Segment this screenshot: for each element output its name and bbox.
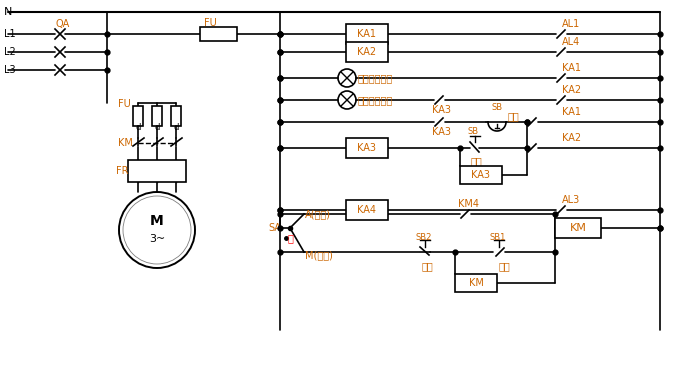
Text: KM: KM	[468, 278, 483, 288]
Bar	[346, 200, 388, 220]
Text: SB2: SB2	[415, 233, 431, 243]
Bar	[346, 42, 388, 62]
Text: AL1: AL1	[562, 19, 580, 29]
Text: QA: QA	[55, 19, 69, 29]
Text: 空: 空	[288, 233, 294, 243]
Text: KA2: KA2	[357, 47, 377, 57]
Text: KA2: KA2	[562, 85, 581, 95]
Bar	[455, 274, 497, 292]
Text: N: N	[4, 7, 12, 17]
Text: KA2: KA2	[562, 133, 581, 143]
Text: M: M	[150, 214, 164, 228]
Text: SA: SA	[268, 223, 281, 233]
Text: FR: FR	[116, 166, 129, 176]
Text: KA3: KA3	[432, 105, 451, 115]
Text: KA1: KA1	[357, 29, 377, 39]
Text: 3~: 3~	[149, 234, 165, 244]
Text: AL3: AL3	[562, 195, 580, 205]
Bar	[171, 106, 181, 126]
Text: d: d	[135, 124, 141, 133]
Bar	[133, 106, 143, 126]
Bar	[128, 160, 186, 182]
Bar	[346, 24, 388, 44]
Text: 停止: 停止	[422, 261, 434, 271]
Text: 消音: 消音	[471, 156, 483, 166]
Text: 启动: 启动	[499, 261, 511, 271]
Text: 水位高限报警: 水位高限报警	[358, 73, 393, 83]
Text: KA4: KA4	[357, 205, 377, 215]
Text: SB: SB	[467, 127, 478, 136]
Text: KM4: KM4	[458, 199, 479, 209]
Bar	[152, 106, 162, 126]
Text: SB1: SB1	[489, 233, 506, 243]
Bar	[460, 166, 502, 184]
Bar	[555, 218, 601, 238]
Text: KM: KM	[570, 223, 586, 233]
Text: M(手动): M(手动)	[305, 250, 333, 260]
Bar	[200, 27, 237, 41]
Text: L3: L3	[4, 65, 16, 75]
Text: L2: L2	[4, 47, 16, 57]
Text: KA3: KA3	[432, 127, 451, 137]
Text: SB: SB	[491, 103, 502, 113]
Text: L1: L1	[4, 29, 16, 39]
Text: 电铃: 电铃	[508, 111, 520, 121]
Text: KM: KM	[118, 138, 133, 148]
Text: KA3: KA3	[472, 170, 491, 180]
Text: KA1: KA1	[562, 63, 581, 73]
Text: KA3: KA3	[357, 143, 377, 153]
Text: FU: FU	[204, 18, 217, 28]
Text: A(自动): A(自动)	[305, 209, 331, 219]
Bar	[346, 138, 388, 158]
Text: KA1: KA1	[562, 107, 581, 117]
Text: AL4: AL4	[562, 37, 580, 47]
Text: d: d	[173, 124, 179, 133]
Text: 水位低限报警: 水位低限报警	[358, 95, 393, 105]
Text: FU: FU	[118, 99, 131, 109]
Text: d: d	[154, 124, 160, 133]
